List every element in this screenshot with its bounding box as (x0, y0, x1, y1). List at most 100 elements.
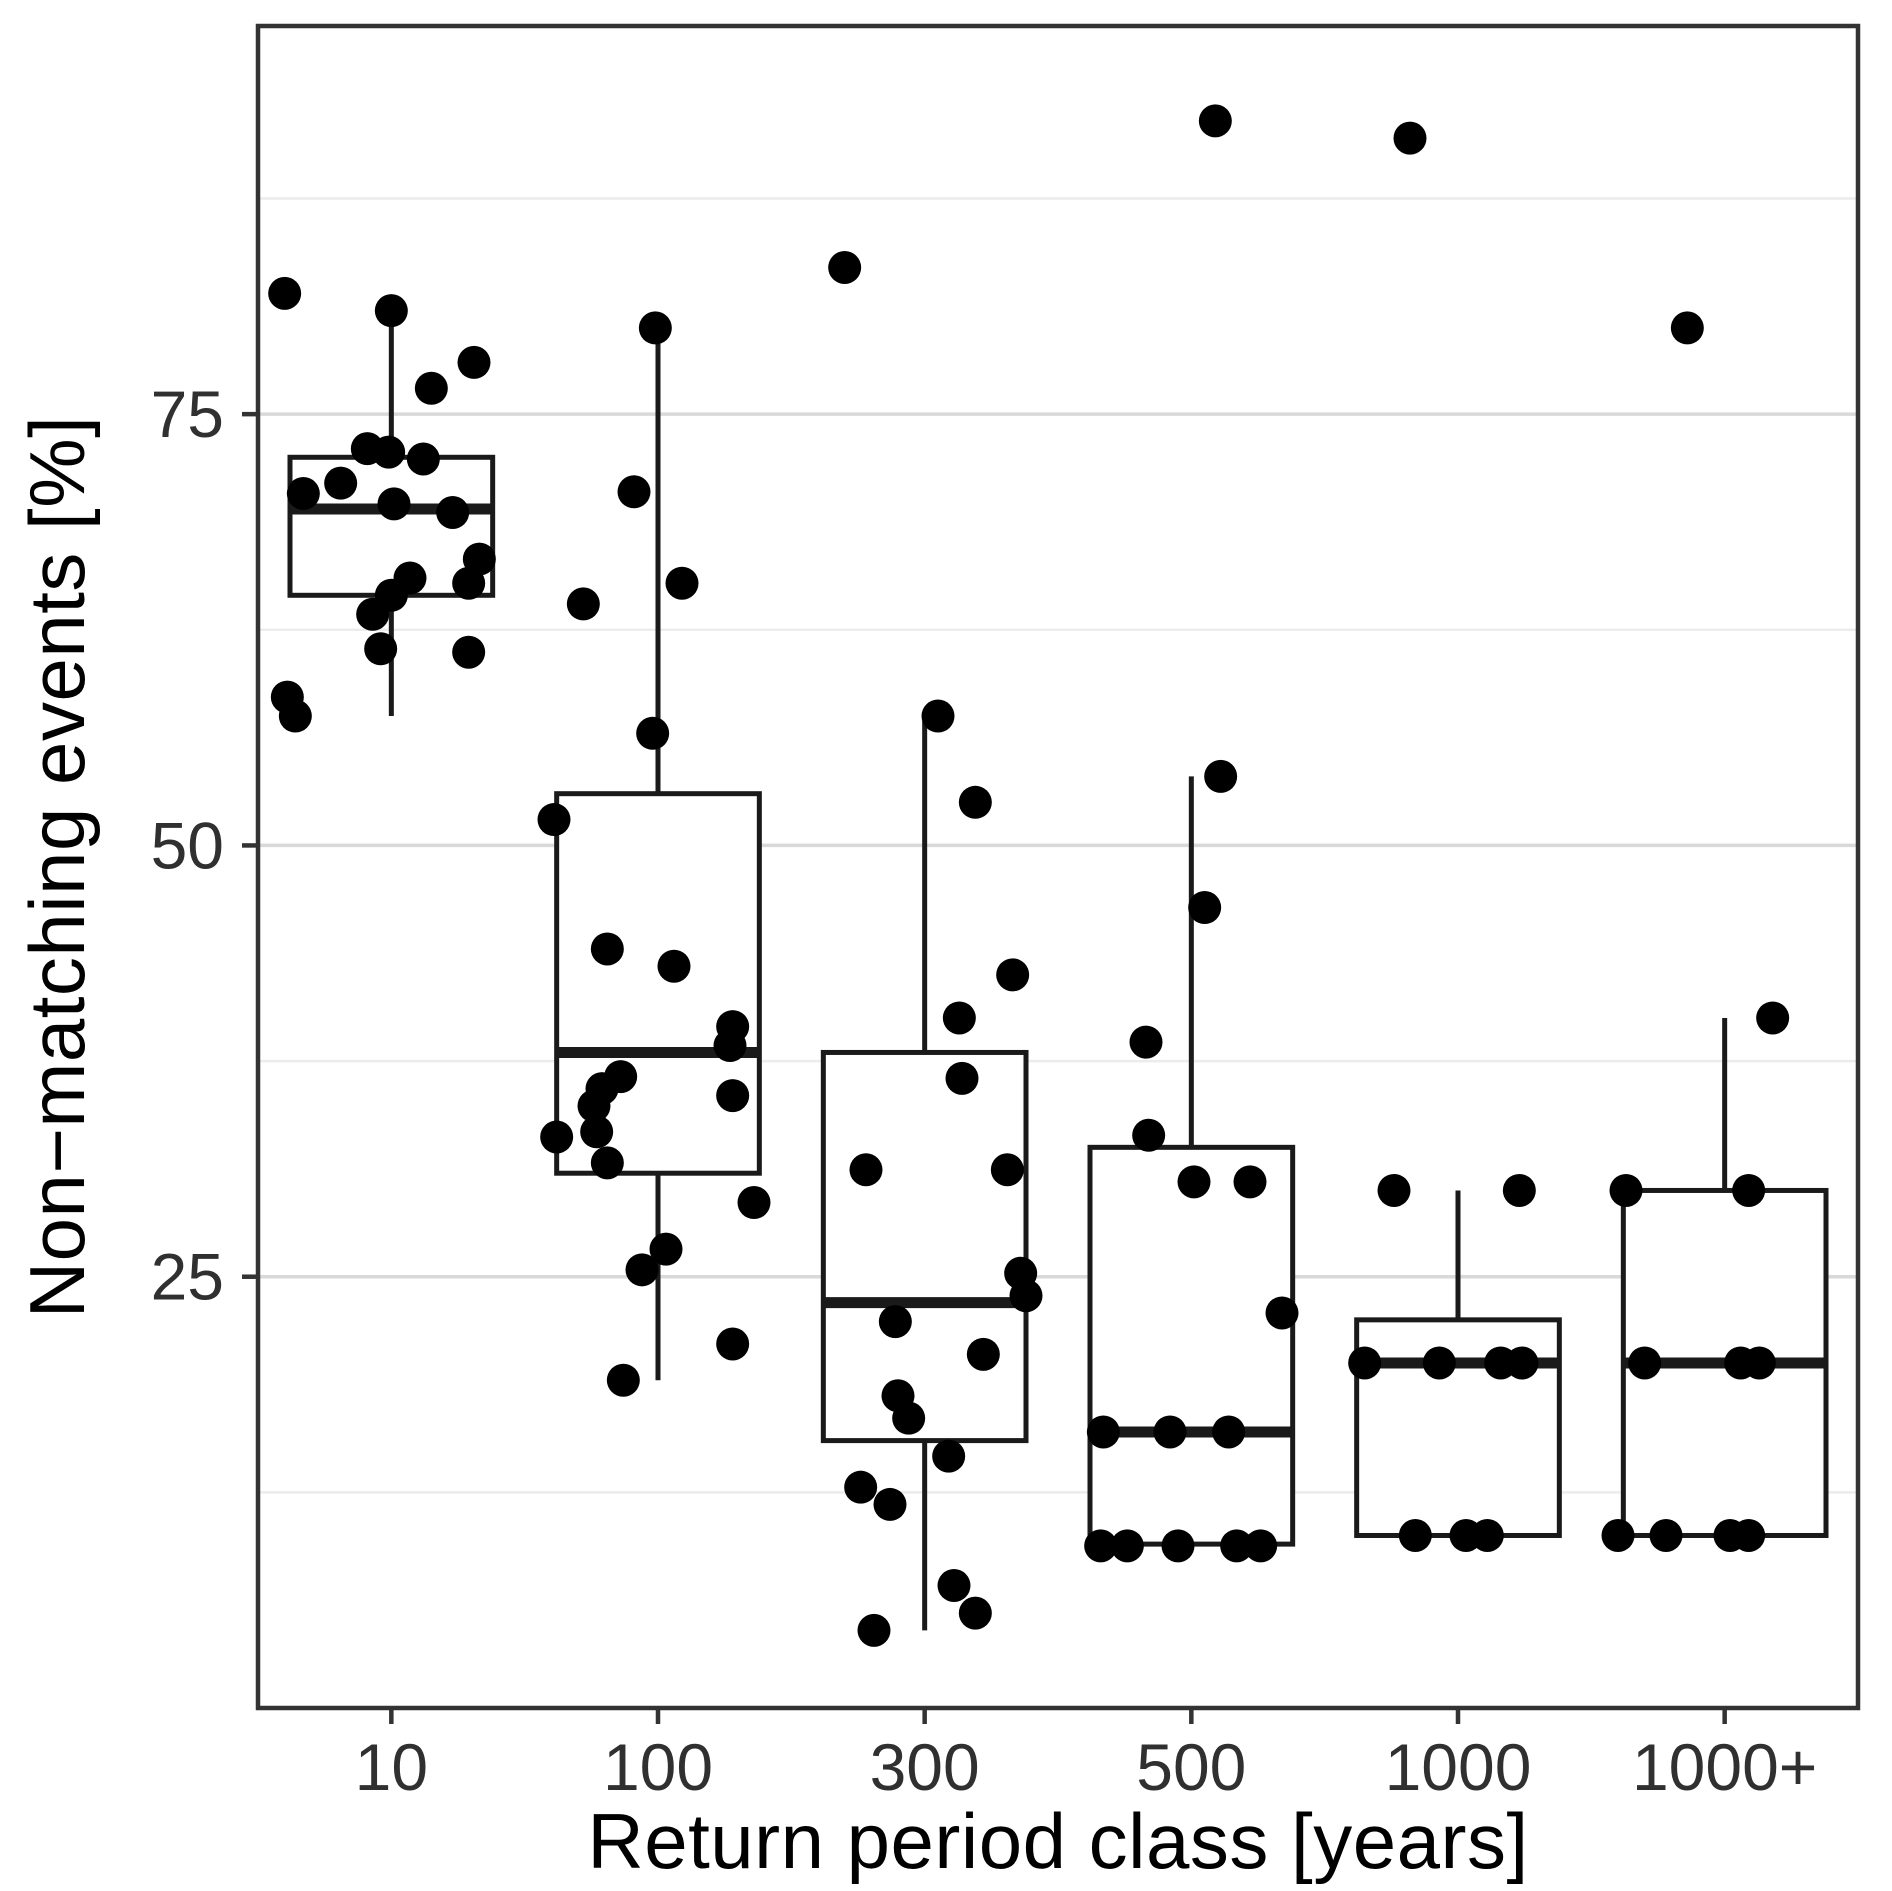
data-point (1177, 1165, 1211, 1199)
data-point (374, 294, 408, 328)
data-point (1348, 1346, 1382, 1380)
data-point (414, 371, 448, 405)
y-tick-label: 25 (151, 1240, 224, 1314)
data-point (932, 1439, 966, 1473)
data-point (1084, 1529, 1118, 1563)
data-point (286, 477, 320, 511)
data-point (857, 1613, 891, 1647)
data-point (1265, 1296, 1299, 1330)
x-tick-label: 500 (1136, 1730, 1246, 1804)
x-axis-title: Return period class [years] (587, 1797, 1529, 1885)
data-point (1756, 1001, 1790, 1035)
data-point (566, 587, 600, 621)
data-point (457, 345, 491, 379)
data-point (606, 1363, 640, 1397)
data-point (1212, 1415, 1246, 1449)
data-point (1609, 1173, 1643, 1207)
data-point (996, 958, 1030, 992)
data-point (625, 1253, 659, 1287)
data-point (372, 435, 406, 469)
data-point (649, 1232, 683, 1266)
data-point (436, 495, 470, 529)
data-point (1086, 1415, 1120, 1449)
data-point (1153, 1415, 1187, 1449)
data-point (737, 1186, 771, 1220)
data-point (942, 1001, 976, 1035)
x-tick-label: 300 (870, 1730, 980, 1804)
data-point (1161, 1529, 1195, 1563)
data-point (577, 1089, 611, 1123)
data-point (873, 1487, 907, 1521)
x-tick-label: 1000+ (1632, 1730, 1817, 1804)
data-point (1233, 1165, 1267, 1199)
data-point (1732, 1173, 1766, 1207)
data-point (1132, 1118, 1166, 1152)
data-point (1670, 311, 1704, 345)
data-point (452, 566, 486, 600)
data-point (716, 1079, 750, 1113)
box (1087, 1144, 1296, 1547)
data-point (590, 1146, 624, 1180)
data-point (1129, 1025, 1163, 1059)
data-point (364, 632, 398, 666)
data-point (278, 699, 312, 733)
data-point (878, 1305, 912, 1339)
data-point (324, 466, 358, 500)
data-point (892, 1401, 926, 1435)
data-point (657, 949, 691, 983)
data-point (1398, 1518, 1432, 1552)
data-point (1393, 121, 1427, 155)
box (820, 1049, 1029, 1444)
data-point (716, 1327, 750, 1361)
data-point (665, 566, 699, 600)
data-point (1505, 1346, 1539, 1380)
data-point (849, 1153, 883, 1187)
data-point (1422, 1346, 1456, 1380)
data-point (1377, 1173, 1411, 1207)
data-point (990, 1153, 1024, 1187)
data-point (828, 251, 862, 285)
x-tick-label: 10 (355, 1730, 428, 1804)
data-point (958, 1596, 992, 1630)
data-point (1742, 1346, 1776, 1380)
data-point (1732, 1518, 1766, 1552)
data-point (1601, 1518, 1635, 1552)
data-point (636, 716, 670, 750)
data-point (844, 1470, 878, 1504)
data-point (713, 1029, 747, 1063)
y-tick-label: 75 (151, 377, 224, 451)
data-point (617, 475, 651, 509)
data-point (356, 597, 390, 631)
data-point (1188, 891, 1222, 925)
data-point (1009, 1279, 1043, 1313)
data-point (1649, 1518, 1683, 1552)
x-tick-label: 100 (603, 1730, 713, 1804)
data-point (1470, 1518, 1504, 1552)
data-point (966, 1337, 1000, 1371)
data-point (377, 487, 411, 521)
y-axis-title: Non−matching events [%] (13, 415, 101, 1319)
data-point (1502, 1173, 1536, 1207)
data-point (1628, 1346, 1662, 1380)
data-point (268, 276, 302, 310)
data-point (406, 442, 440, 476)
data-point (1220, 1529, 1254, 1563)
data-point (638, 311, 672, 345)
data-point (1244, 1529, 1278, 1563)
data-point (1110, 1529, 1144, 1563)
data-point (580, 1115, 614, 1149)
data-point (937, 1569, 971, 1603)
panel-border (255, 23, 1861, 1711)
data-point (958, 785, 992, 819)
data-point (945, 1061, 979, 1095)
x-tick-label: 1000 (1385, 1730, 1532, 1804)
data-point (1198, 104, 1232, 138)
y-tick-label: 50 (151, 808, 224, 882)
data-point (921, 699, 955, 733)
data-point (1204, 759, 1238, 793)
data-point (452, 635, 486, 669)
data-point (537, 803, 571, 837)
data-point (590, 932, 624, 966)
